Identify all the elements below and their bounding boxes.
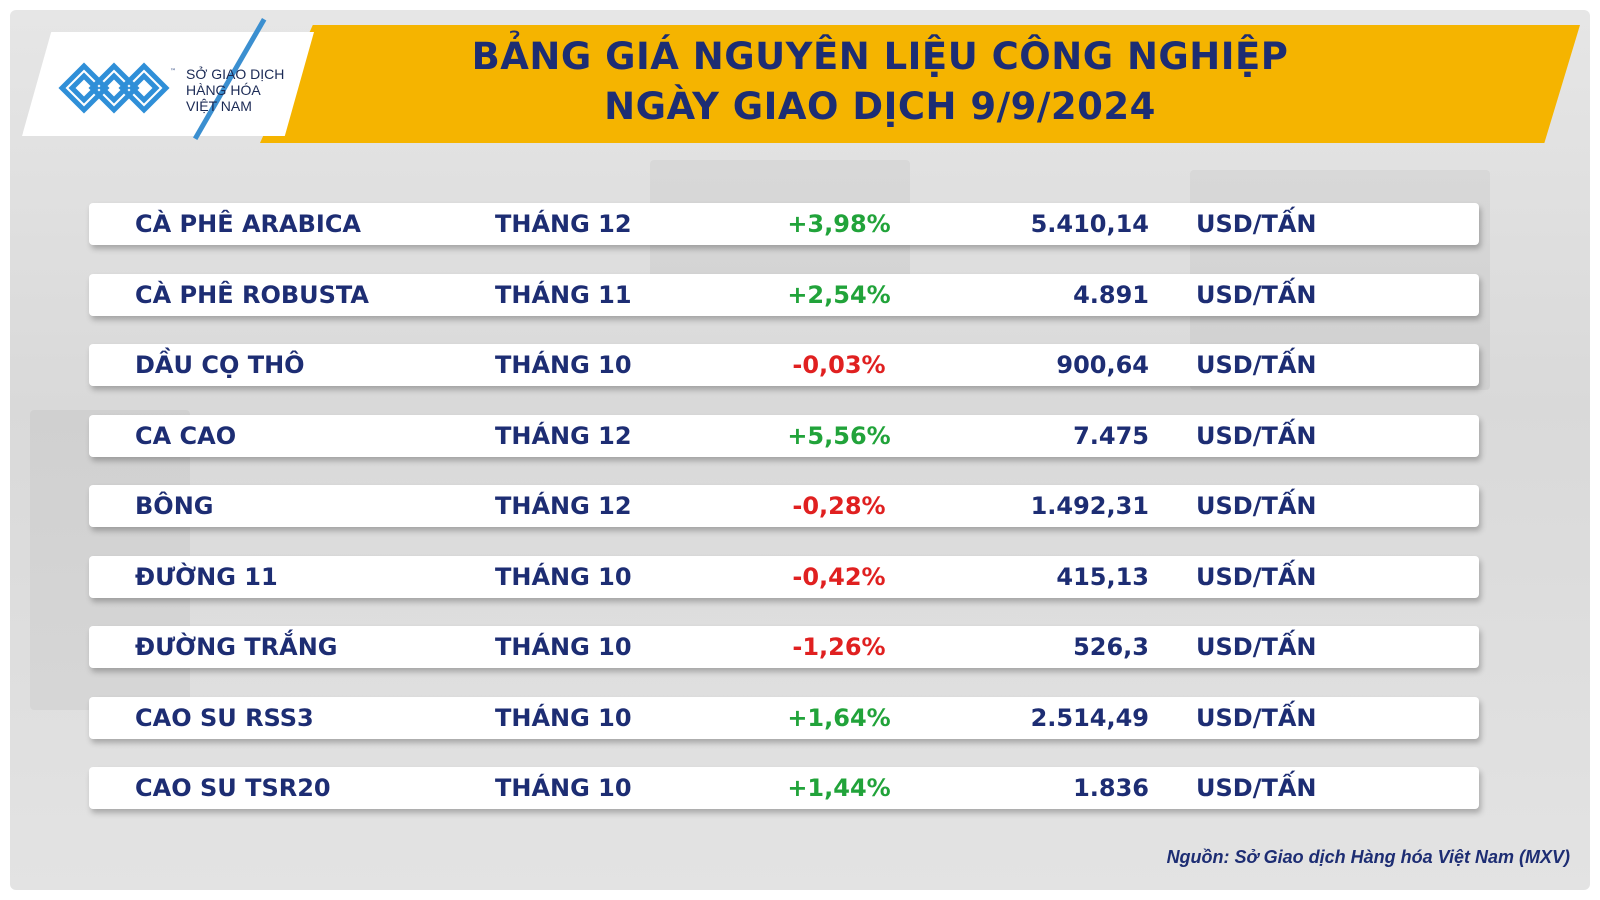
price-value: 900,64 xyxy=(1056,351,1149,379)
title-line-2: NGÀY GIAO DỊCH 9/9/2024 xyxy=(604,85,1156,128)
contract-month: THÁNG 12 xyxy=(495,492,632,520)
percent-change: +3,98% xyxy=(787,210,891,238)
contract-month: THÁNG 11 xyxy=(495,280,632,309)
price-unit: USD/TẤN xyxy=(1196,280,1317,309)
percent-change: -0,28% xyxy=(792,492,886,520)
trademark-symbol: ™ xyxy=(170,68,176,75)
commodity-name: CÀ PHÊ ARABICA xyxy=(135,210,362,238)
commodity-name: CÀ PHÊ ROBUSTA xyxy=(135,280,369,309)
price-value: 1.836 xyxy=(1073,774,1149,802)
table-row: CA CAO THÁNG 12 +5,56% 7.475 USD/TẤN xyxy=(89,414,1479,457)
price-unit: USD/TẤN xyxy=(1196,562,1317,591)
percent-change: -0,42% xyxy=(792,562,886,591)
table-row: ĐƯỜNG 11 THÁNG 10 -0,42% 415,13 USD/TẤN xyxy=(89,555,1479,598)
contract-month: THÁNG 10 xyxy=(495,633,632,661)
percent-change: -1,26% xyxy=(792,633,886,661)
contract-month: THÁNG 10 xyxy=(495,703,632,732)
price-value: 2.514,49 xyxy=(1030,703,1149,732)
contract-month: THÁNG 10 xyxy=(495,351,632,379)
mxv-logo-icon xyxy=(58,62,170,114)
percent-change: +5,56% xyxy=(787,421,891,450)
price-unit: USD/TẤN xyxy=(1196,492,1317,520)
price-value: 7.475 xyxy=(1073,421,1149,450)
price-unit: USD/TẤN xyxy=(1196,351,1317,379)
price-unit: USD/TẤN xyxy=(1196,774,1317,802)
table-row: CÀ PHÊ ROBUSTA THÁNG 11 +2,54% 4.891 USD/TẤN xyxy=(89,273,1479,316)
contract-month: THÁNG 12 xyxy=(495,421,632,450)
title-line-1: BẢNG GIÁ NGUYÊN LIỆU CÔNG NGHIỆP xyxy=(471,35,1289,78)
table-row: CAO SU RSS3 THÁNG 10 +1,64% 2.514,49 USD/TẤN xyxy=(89,696,1479,739)
price-value: 526,3 xyxy=(1073,633,1149,661)
price-unit: USD/TẤN xyxy=(1196,703,1317,732)
logo-line-2: HÀNG HÓA xyxy=(186,82,261,98)
price-value: 415,13 xyxy=(1056,562,1149,591)
percent-change: +1,64% xyxy=(787,703,891,732)
price-value: 4.891 xyxy=(1073,280,1149,309)
commodity-name: ĐƯỜNG TRẮNG xyxy=(135,633,338,661)
source-note: Nguồn: Sở Giao dịch Hàng hóa Việt Nam (M… xyxy=(1166,847,1570,867)
commodity-name: DẦU CỌ THÔ xyxy=(135,351,305,379)
logo-text: SỞ GIAO DỊCH HÀNG HÓA VIỆT NAM xyxy=(186,66,306,114)
title-banner xyxy=(260,25,1580,143)
contract-month: THÁNG 10 xyxy=(495,562,632,591)
percent-change: -0,03% xyxy=(792,351,886,379)
price-unit: USD/TẤN xyxy=(1196,633,1317,661)
price-table: CÀ PHÊ ARABICA THÁNG 12 +3,98% 5.410,14 USD/… xyxy=(89,203,1479,838)
table-row: BÔNG THÁNG 12 -0,28% 1.492,31 USD/TẤN xyxy=(89,485,1479,527)
logo-line-3: VIỆT NAM xyxy=(186,98,252,114)
infographic-frame: BẢNG GIÁ NGUYÊN LIỆU CÔNG NGHIỆP NGÀY GI… xyxy=(10,10,1590,890)
price-value: 5.410,14 xyxy=(1030,210,1149,238)
commodity-name: ĐƯỜNG 11 xyxy=(135,562,278,591)
commodity-name: CA CAO xyxy=(135,421,237,450)
commodity-name: BÔNG xyxy=(135,492,214,520)
contract-month: THÁNG 12 xyxy=(495,210,632,238)
price-value: 1.492,31 xyxy=(1030,492,1149,520)
commodity-name: CAO SU TSR20 xyxy=(135,774,331,802)
logo-line-1: SỞ GIAO DỊCH xyxy=(186,66,285,82)
percent-change: +1,44% xyxy=(787,774,891,802)
table-row: ĐƯỜNG TRẮNG THÁNG 10 -1,26% 526,3 USD/TẤN xyxy=(89,626,1479,668)
table-row: CÀ PHÊ ARABICA THÁNG 12 +3,98% 5.410,14 USD/… xyxy=(89,203,1479,245)
price-unit: USD/TẤN xyxy=(1196,421,1317,450)
percent-change: +2,54% xyxy=(787,280,891,309)
page-title: BẢNG GIÁ NGUYÊN LIỆU CÔNG NGHIỆP NGÀY GI… xyxy=(310,32,1450,132)
table-row: CAO SU TSR20 THÁNG 10 +1,44% 1.836 USD/TẤN xyxy=(89,767,1479,809)
commodity-name: CAO SU RSS3 xyxy=(135,703,314,732)
logo-card xyxy=(22,32,314,136)
table-row: DẦU CỌ THÔ THÁNG 10 -0,03% 900,64 USD/TẤN xyxy=(89,344,1479,386)
contract-month: THÁNG 10 xyxy=(495,774,632,802)
price-unit: USD/TẤN xyxy=(1196,210,1317,238)
